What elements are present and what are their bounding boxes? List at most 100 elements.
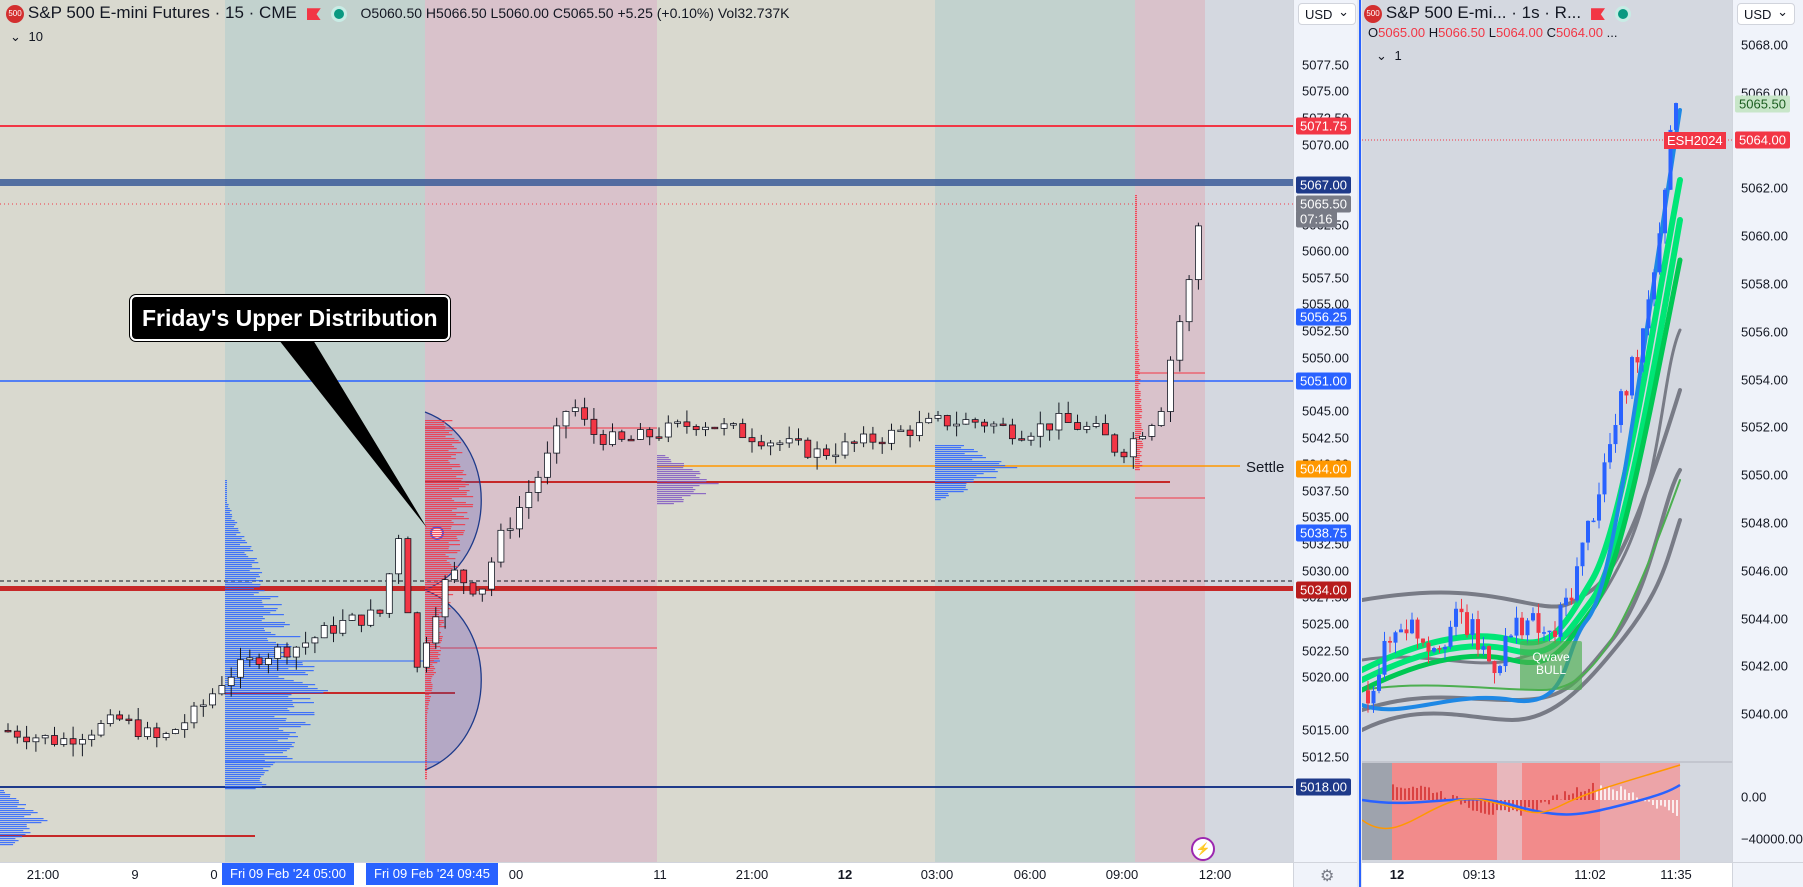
profile-bar bbox=[1135, 445, 1144, 447]
candle-body bbox=[1597, 494, 1601, 521]
price-tick: 5044.00 bbox=[1741, 611, 1788, 627]
profile-bar bbox=[425, 612, 448, 614]
replay-icon[interactable]: ⚡ bbox=[1191, 837, 1215, 861]
candle-body bbox=[683, 421, 691, 427]
indicator-toggle[interactable]: ⌄ 10 bbox=[10, 29, 43, 45]
profile-bar bbox=[0, 838, 16, 840]
ohlc-close-label: C bbox=[552, 5, 563, 21]
profile-bar bbox=[425, 738, 427, 740]
profile-bar bbox=[1135, 401, 1142, 403]
profile-bar bbox=[1135, 247, 1137, 249]
candle-body bbox=[562, 411, 570, 427]
osc-bar bbox=[1544, 800, 1546, 802]
price-label: 5034.00 bbox=[1296, 581, 1351, 599]
profile-bar bbox=[935, 455, 983, 457]
candlesticks[interactable] bbox=[1366, 102, 1678, 713]
profile-bar bbox=[225, 570, 250, 572]
candle-body bbox=[4, 729, 12, 733]
level-band-5067[interactable] bbox=[0, 179, 1293, 186]
callout-label[interactable]: Friday's Upper Distribution bbox=[130, 295, 450, 341]
profile-bar bbox=[1135, 221, 1137, 223]
profile-bar bbox=[225, 510, 232, 512]
settings-gear-icon[interactable]: ⚙ bbox=[1320, 868, 1335, 885]
profile-bar bbox=[225, 524, 236, 526]
level-band-5034[interactable] bbox=[0, 586, 1293, 591]
candle-body bbox=[1509, 635, 1513, 638]
profile-bar bbox=[425, 580, 445, 582]
osc-bar bbox=[1612, 789, 1614, 800]
candle-body bbox=[1167, 359, 1174, 412]
profile-bar bbox=[657, 499, 684, 501]
profile-bar bbox=[225, 566, 253, 568]
price-tick: 5077.50 bbox=[1302, 57, 1349, 73]
profile-bar bbox=[225, 504, 229, 506]
currency-select[interactable]: USD bbox=[1298, 1, 1356, 25]
right-price-axis[interactable]: USD 5068.005066.005062.005060.005058.005… bbox=[1732, 0, 1803, 862]
profile-bar bbox=[1135, 411, 1143, 413]
profile-bar bbox=[1135, 253, 1137, 255]
profile-bar bbox=[425, 770, 427, 772]
time-axis[interactable] bbox=[0, 862, 1293, 887]
profile-bar bbox=[0, 832, 31, 834]
ma-curve bbox=[1362, 177, 1683, 673]
left-chart-pane[interactable]: 500 S&P 500 E-mini Futures · 15 · CME O5… bbox=[0, 0, 1357, 887]
candle-body bbox=[171, 729, 179, 734]
profile-bar bbox=[425, 646, 441, 648]
time-axis[interactable] bbox=[1362, 862, 1732, 887]
price-chart-canvas[interactable] bbox=[0, 0, 1293, 862]
profile-bar bbox=[425, 730, 427, 732]
pane-divider[interactable] bbox=[1357, 0, 1362, 887]
candle-body bbox=[1487, 646, 1491, 662]
candle-body bbox=[97, 723, 105, 736]
profile-bar bbox=[425, 764, 427, 766]
profile-bar bbox=[425, 570, 452, 572]
profile-bar bbox=[225, 550, 254, 552]
indicator-toggle[interactable]: ⌄ 1 bbox=[1376, 48, 1402, 64]
price-tick: 5050.00 bbox=[1302, 350, 1349, 366]
profile-bar bbox=[425, 588, 450, 590]
profile-bar bbox=[1135, 227, 1137, 229]
profile-bar bbox=[657, 495, 691, 497]
right-chart-pane[interactable]: 500 S&P 500 E-mi... · 1s · R... O5065.00… bbox=[1362, 0, 1803, 887]
candle-body bbox=[106, 714, 114, 724]
profile-bar bbox=[1135, 217, 1137, 219]
price-axis[interactable]: USD 5077.505075.005072.505070.005062.505… bbox=[1293, 0, 1357, 862]
profile-bar bbox=[425, 516, 464, 518]
profile-bar bbox=[425, 672, 436, 674]
profile-bar bbox=[225, 620, 262, 622]
profile-bar bbox=[1135, 415, 1142, 417]
profile-bar bbox=[1135, 269, 1137, 271]
osc-bar bbox=[1496, 800, 1498, 811]
symbol-title[interactable]: S&P 500 E-mi... · 1s · R... bbox=[1385, 3, 1582, 22]
profile-bar bbox=[425, 600, 449, 602]
candle-body bbox=[41, 735, 49, 739]
profile-bar bbox=[425, 430, 453, 432]
profile-bar bbox=[1135, 241, 1137, 243]
candle-body bbox=[1064, 412, 1072, 423]
osc-bar bbox=[1656, 800, 1658, 809]
symbol-title[interactable]: S&P 500 E-mini Futures · 15 · CME bbox=[27, 3, 297, 22]
profile-bar bbox=[225, 646, 292, 648]
profile-bar bbox=[1135, 397, 1140, 399]
profile-bar bbox=[1135, 231, 1137, 233]
flag-icon[interactable] bbox=[306, 8, 321, 21]
price-tick: 5070.00 bbox=[1302, 137, 1349, 153]
profile-bar bbox=[425, 768, 427, 770]
profile-bar bbox=[1135, 373, 1141, 375]
profile-bar bbox=[425, 602, 451, 604]
profile-bar bbox=[1135, 323, 1138, 325]
candle-body bbox=[1046, 423, 1053, 431]
profile-bar bbox=[225, 554, 247, 556]
profile-bar bbox=[225, 626, 284, 628]
profile-bar bbox=[1135, 355, 1140, 357]
flag-icon[interactable] bbox=[1591, 8, 1606, 21]
profile-bar bbox=[657, 467, 684, 469]
right-price-chart-canvas[interactable] bbox=[1362, 0, 1732, 862]
osc-tick: 0.00 bbox=[1741, 789, 1767, 805]
profile-bar bbox=[225, 526, 234, 528]
currency-select[interactable]: USD bbox=[1737, 1, 1795, 25]
candlesticks[interactable] bbox=[4, 222, 1202, 757]
profile-bar bbox=[935, 467, 1018, 469]
profile-bar bbox=[425, 704, 429, 706]
price-tick: 5052.50 bbox=[1302, 323, 1349, 339]
